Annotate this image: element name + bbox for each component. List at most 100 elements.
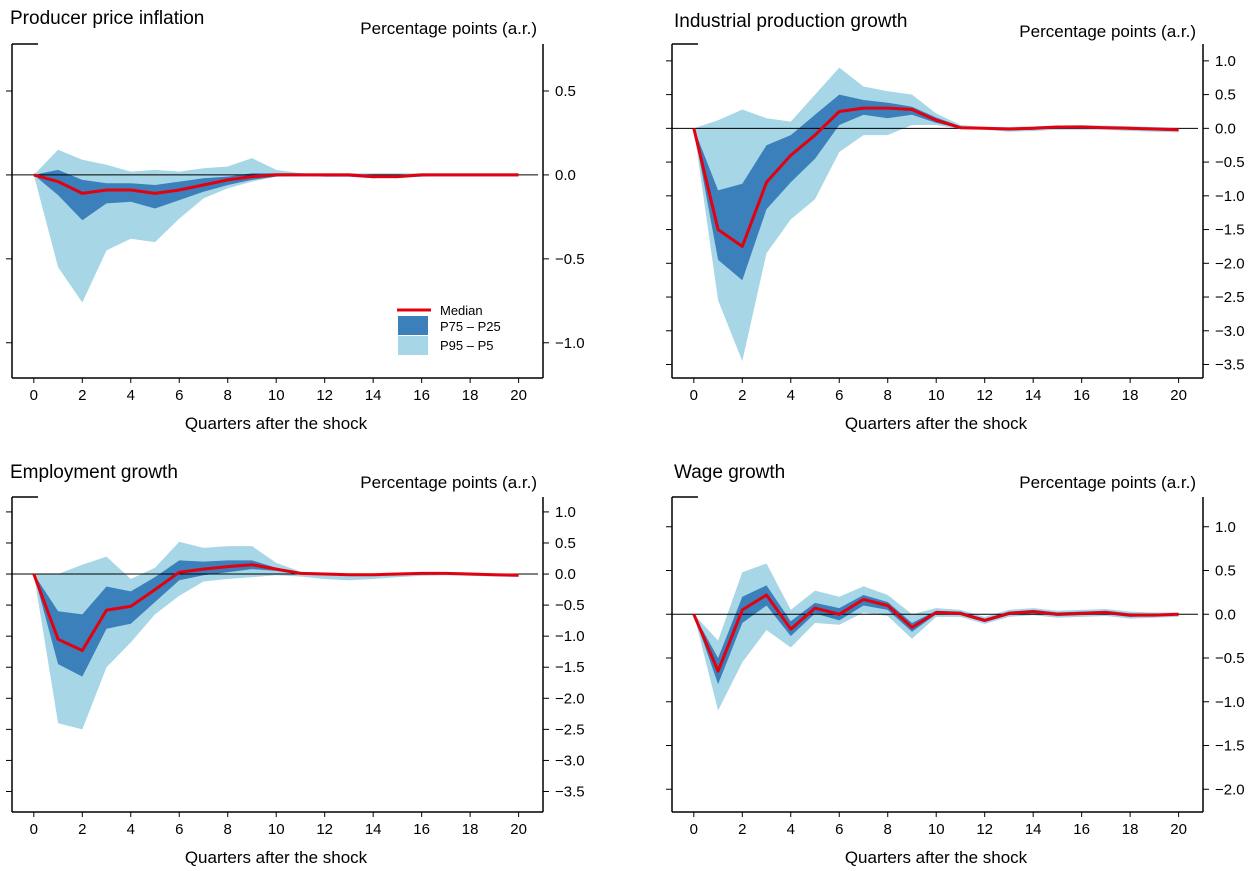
x-tick-label: 4 — [127, 387, 135, 404]
y-tick-label: 1.0 — [555, 504, 576, 521]
y-tick-label: −0.5 — [1215, 154, 1245, 171]
y-tick-label: −2.5 — [1215, 289, 1245, 306]
x-tick-label: 16 — [413, 821, 430, 838]
x-tick-label: 18 — [462, 821, 479, 838]
y-tick-label: −2.5 — [555, 721, 585, 738]
x-tick-label: 16 — [1073, 821, 1090, 838]
band-p95-p5 — [33, 149, 519, 303]
y-tick-label: −1.5 — [1215, 738, 1245, 755]
plot-area: 0 2 4 6 8 10 12 14 16 18 20 −3.5 −3.0 −2.5 −2.0 −1.5 −1.… — [666, 43, 1245, 404]
x-tick-label: 10 — [928, 387, 945, 404]
y-tick-label: 0.0 — [555, 167, 576, 184]
y-tick-label: 1.0 — [1215, 519, 1236, 536]
panel-employment-growth: Employment growth Percentage points (a.r… — [6, 462, 585, 867]
chart-title: Wage growth — [674, 462, 785, 483]
x-tick-label: 16 — [413, 387, 430, 404]
x-tick-label: 0 — [690, 387, 698, 404]
y-tick-label: 1.0 — [1215, 53, 1236, 70]
y-tick-label: −3.0 — [555, 752, 585, 769]
plot-area: 0 2 4 6 8 10 12 14 16 18 20 −1.0 −0.5 0.0 0.5 — [6, 43, 585, 404]
chart-title: Employment growth — [10, 462, 178, 483]
x-axis-label: Quarters after the shock — [845, 848, 1028, 867]
band-p95-p5 — [693, 67, 1179, 362]
x-tick-label: 14 — [365, 387, 382, 404]
legend: Median P75 – P25 P95 – P5 — [397, 303, 501, 355]
band-p95-p5 — [693, 563, 1179, 711]
x-tick-label: 10 — [268, 387, 285, 404]
x-tick-label: 12 — [976, 821, 993, 838]
x-tick-label: 12 — [976, 387, 993, 404]
x-tick-label: 14 — [365, 821, 382, 838]
x-axis-label: Quarters after the shock — [185, 414, 368, 433]
x-tick-label: 18 — [1122, 387, 1139, 404]
band-p75-p25 — [693, 585, 1179, 685]
panel-producer-price-inflation: Producer price inflation Percentage poin… — [6, 8, 585, 433]
x-tick-label: 4 — [787, 821, 795, 838]
x-tick-label: 20 — [1170, 821, 1187, 838]
x-tick-label: 14 — [1025, 821, 1042, 838]
x-tick-label: 2 — [738, 821, 746, 838]
x-tick-label: 8 — [224, 821, 232, 838]
x-tick-label: 16 — [1073, 387, 1090, 404]
y-tick-label: −3.0 — [1215, 323, 1245, 340]
x-tick-label: 6 — [175, 387, 183, 404]
x-tick-label: 18 — [1122, 821, 1139, 838]
x-tick-label: 20 — [510, 821, 527, 838]
x-tick-label: 12 — [316, 387, 333, 404]
x-tick-label: 2 — [78, 387, 86, 404]
y-tick-label: −3.5 — [555, 783, 585, 800]
y-tick-label: −0.5 — [1215, 650, 1245, 667]
legend-outer-label: P95 – P5 — [440, 338, 494, 353]
median-line — [33, 173, 519, 195]
y-axis-unit-label: Percentage points (a.r.) — [360, 473, 537, 492]
panel-wage-growth: Wage growth Percentage points (a.r.) Qua… — [666, 462, 1245, 867]
x-tick-label: 12 — [316, 821, 333, 838]
x-tick-label: 2 — [738, 387, 746, 404]
y-axis-unit-label: Percentage points (a.r.) — [1019, 473, 1196, 492]
x-tick-label: 4 — [127, 821, 135, 838]
y-tick-label: 0.5 — [555, 535, 576, 552]
y-tick-label: −1.5 — [1215, 222, 1245, 239]
x-tick-label: 18 — [462, 387, 479, 404]
x-tick-label: 20 — [1170, 387, 1187, 404]
median-line — [692, 106, 1179, 248]
x-tick-label: 8 — [224, 387, 232, 404]
x-tick-label: 8 — [884, 387, 892, 404]
y-tick-label: −2.0 — [555, 690, 585, 707]
x-axis-label: Quarters after the shock — [845, 414, 1028, 433]
panel-industrial-production-growth: Industrial production growth Percentage … — [666, 11, 1245, 433]
x-tick-label: 2 — [78, 821, 86, 838]
y-axis-unit-label: Percentage points (a.r.) — [360, 19, 537, 38]
x-tick-label: 0 — [30, 821, 38, 838]
y-tick-label: −2.0 — [1215, 781, 1245, 798]
x-axis-label: Quarters after the shock — [185, 848, 368, 867]
x-tick-label: 0 — [690, 821, 698, 838]
x-tick-label: 6 — [835, 821, 843, 838]
y-tick-label: −0.5 — [555, 597, 585, 614]
y-tick-label: 0.0 — [555, 566, 576, 583]
plot-area: 0 2 4 6 8 10 12 14 16 18 20 −3.5 −3.0 −2.5 −2.0 −1.5 −1.… — [6, 496, 585, 838]
x-tick-label: 20 — [510, 387, 527, 404]
x-tick-label: 6 — [835, 387, 843, 404]
y-tick-label: 0.5 — [1215, 87, 1236, 104]
x-tick-label: 4 — [787, 387, 795, 404]
y-tick-label: −1.0 — [1215, 694, 1245, 711]
x-tick-label: 0 — [30, 387, 38, 404]
y-tick-label: 0.5 — [1215, 563, 1236, 580]
band-p75-p25 — [693, 94, 1179, 281]
plot-area: 0 2 4 6 8 10 12 14 16 18 20 −2.0 −1.5 −1.0 −0.5 0.0 0.5 1… — [666, 496, 1245, 838]
y-axis-unit-label: Percentage points (a.r.) — [1019, 22, 1196, 41]
y-tick-label: −1.5 — [555, 659, 585, 676]
x-tick-label: 14 — [1025, 387, 1042, 404]
legend-outer-band-swatch — [398, 336, 428, 355]
y-tick-label: −1.0 — [1215, 188, 1245, 205]
band-p75-p25 — [33, 169, 519, 221]
x-tick-label: 10 — [268, 821, 285, 838]
chart-title: Industrial production growth — [674, 11, 907, 32]
x-tick-label: 6 — [175, 821, 183, 838]
y-tick-label: −3.5 — [1215, 357, 1245, 374]
y-tick-label: 0.5 — [555, 83, 576, 100]
y-tick-label: 0.0 — [1215, 120, 1236, 137]
y-tick-label: 0.0 — [1215, 606, 1236, 623]
